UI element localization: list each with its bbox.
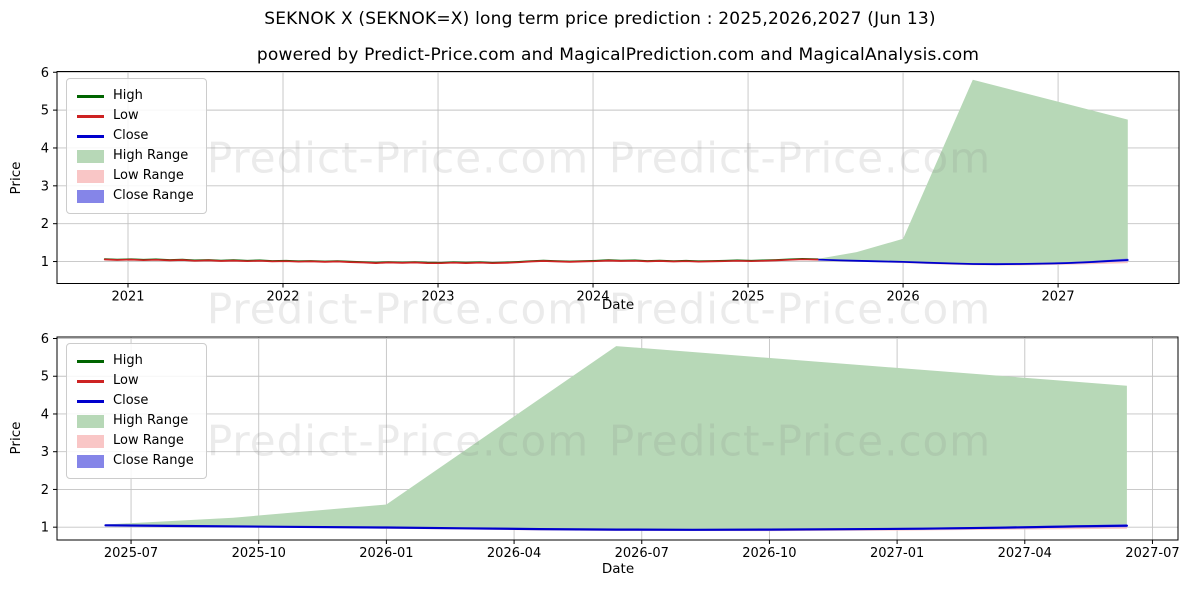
legend-label: Close: [113, 128, 149, 143]
legend: High Low Close High Range Low Range Clos…: [66, 343, 207, 479]
overview-plot: 1 2 3 4 5 6 2021 2022 2023 2024 2025 2026 2027: [41, 66, 1180, 305]
legend-item-high-range: High Range: [77, 411, 194, 431]
x-tick-label: 2023: [421, 290, 454, 305]
legend-label: High: [113, 353, 143, 368]
high-range-swatch: [77, 414, 104, 428]
legend-label: Low: [113, 108, 139, 123]
high-range-swatch: [77, 149, 104, 163]
close-range-swatch: [77, 454, 104, 468]
y-tick-label: 4: [41, 141, 49, 156]
legend-item-low: Low: [77, 371, 194, 391]
legend-item-low-range: Low Range: [77, 166, 194, 186]
x-tick-label: 2025: [732, 290, 765, 305]
low-line-swatch: [77, 379, 104, 383]
legend-label: Low: [113, 373, 139, 388]
close-line: [104, 524, 1128, 531]
low-range-swatch: [77, 169, 104, 183]
legend-item-low-range: Low Range: [77, 431, 194, 451]
low-line-swatch: [77, 114, 104, 118]
legend-item-high: High: [77, 351, 194, 371]
x-tick-label: 2027-01: [870, 546, 924, 561]
x-tick-label: 2027-04: [998, 546, 1052, 561]
x-tick-label: 2026-01: [359, 546, 413, 561]
high-line-swatch: [77, 94, 104, 98]
high_range-area: [105, 346, 1127, 530]
legend-item-high-range: High Range: [77, 146, 194, 166]
x-tick-label: 2022: [266, 290, 299, 305]
y-tick-label: 5: [41, 104, 49, 119]
legend-item-close-range: Close Range: [77, 451, 194, 471]
y-tick-label: 3: [41, 179, 49, 194]
legend: High Low Close High Range Low Range Clos…: [66, 78, 207, 214]
legend-label: High Range: [113, 148, 189, 163]
legend-label: Close Range: [113, 188, 194, 203]
x-tick-label: 2027: [1042, 290, 1075, 305]
legend-label: High Range: [113, 413, 189, 428]
y-tick-label: 6: [41, 66, 49, 81]
x-tick-label: 2026-07: [615, 546, 669, 561]
figure-title: SEKNOK X (SEKNOK=X) long term price pred…: [264, 9, 936, 29]
x-tick-label: 2025-10: [232, 546, 286, 561]
legend-item-close-range: Close Range: [77, 186, 194, 206]
legend-label: Close Range: [113, 453, 194, 468]
x-axis-label-bottom: Date: [601, 561, 635, 577]
low-line: [103, 258, 819, 265]
close-line-swatch: [77, 399, 104, 403]
figure-subtitle: powered by Predict-Price.com and Magical…: [256, 45, 980, 65]
x-tick-label: 2024: [576, 290, 609, 305]
legend-item-close: Close: [77, 126, 194, 146]
x-tick-label: 2026: [887, 290, 920, 305]
legend-label: Close: [113, 393, 149, 408]
x-tick-label: 2026-04: [487, 546, 541, 561]
close-line: [816, 258, 1129, 266]
y-tick-label: 5: [41, 370, 49, 385]
axes-spine: [56, 336, 1179, 541]
axes-spine: [56, 71, 1180, 284]
forecast-plot: 1 2 3 4 5 6 2025-07 2025-10 2026-01 2026-04 2026-0…: [41, 332, 1180, 561]
legend-item-close: Close: [77, 391, 194, 411]
x-axis-label-top: Date: [601, 297, 635, 313]
y-tick-label: 4: [41, 407, 49, 422]
y-tick-label: 6: [41, 332, 49, 347]
legend-item-high: High: [77, 86, 194, 106]
legend-label: Low Range: [113, 433, 184, 448]
close-line-swatch: [77, 134, 104, 138]
y-tick-label: 1: [41, 255, 49, 270]
y-tick-label: 2: [41, 217, 49, 232]
high_range-area: [817, 79, 1128, 265]
x-tick-label: 2021: [111, 290, 144, 305]
high-line-swatch: [77, 359, 104, 363]
y-tick-label: 2: [41, 483, 49, 498]
legend-item-low: Low: [77, 106, 194, 126]
legend-label: High: [113, 88, 143, 103]
x-tick-label: 2027-07: [1125, 546, 1179, 561]
x-tick-label: 2026-10: [742, 546, 796, 561]
y-tick-label: 1: [41, 521, 49, 536]
legend-label: Low Range: [113, 168, 184, 183]
x-tick-label: 2025-07: [104, 546, 158, 561]
close-range-swatch: [77, 189, 104, 203]
low-range-swatch: [77, 434, 104, 448]
y-tick-label: 3: [41, 445, 49, 460]
